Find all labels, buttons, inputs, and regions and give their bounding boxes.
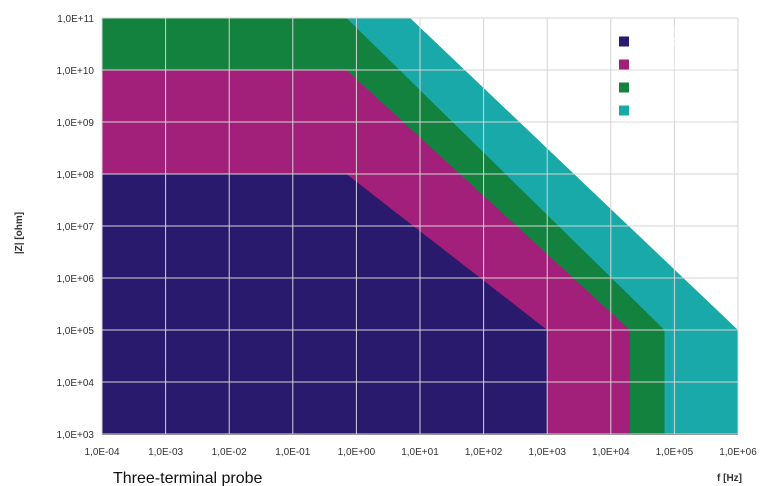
x-axis-label: f [Hz] <box>717 473 742 484</box>
x-tick-label-9: 1,0E+05 <box>656 447 694 458</box>
x-tick-labels: 1,0E-04 1,0E-03 1,0E-02 1,0E-01 1,0E+00 1,0E+… <box>84 447 757 458</box>
y-tick-label-5: 1,0E+08 <box>56 170 94 181</box>
y-tick-label-1: 1,0E+04 <box>56 378 94 389</box>
x-tick-label-6: 1,0E+02 <box>465 447 503 458</box>
legend-swatch-3 <box>619 105 629 116</box>
x-tick-label-7: 1,0E+03 <box>528 447 566 458</box>
y-tick-labels: 1,0E+03 1,0E+04 1,0E+05 1,0E+06 1,0E+07 1,0E+… <box>56 14 94 441</box>
y-tick-label-6: 1,0E+09 <box>56 118 94 129</box>
legend-label-2: 1% 0.5° <box>633 83 672 95</box>
y-tick-label-4: 1,0E+07 <box>56 222 94 233</box>
legend-swatch-0 <box>619 36 629 47</box>
x-tick-label-5: 1,0E+01 <box>401 447 439 458</box>
x-tick-label-2: 1,0E-02 <box>212 447 247 458</box>
x-tick-label-3: 1,0E-01 <box>275 447 310 458</box>
region-series-3 <box>102 174 548 434</box>
legend-label-1: 0.2% 0.1° <box>633 60 681 72</box>
legend-swatch-1 <box>619 59 629 70</box>
x-tick-label-4: 1,0E+00 <box>338 447 376 458</box>
y-tick-label-3: 1,0E+06 <box>56 274 94 285</box>
legend: 0.1% 0.01° 0.2% 0.1° 1% 0.5° 10% 10° <box>613 26 733 122</box>
legend-label-3: 10% 10° <box>633 106 675 118</box>
chart-caption: Three-terminal probe <box>113 470 263 486</box>
x-tick-label-0: 1,0E-04 <box>84 447 119 458</box>
legend-box <box>613 26 733 122</box>
x-tick-label-8: 1,0E+04 <box>592 447 630 458</box>
y-tick-label-7: 1,0E+10 <box>56 66 94 77</box>
y-axis-label: |Z| [ohm] <box>14 212 25 254</box>
x-tick-label-10: 1,0E+06 <box>719 447 757 458</box>
y-tick-label-2: 1,0E+05 <box>56 326 94 337</box>
y-tick-label-8: 1,0E+11 <box>57 14 94 25</box>
legend-label-0: 0.1% 0.01° <box>633 37 687 49</box>
y-tick-label-0: 1,0E+03 <box>56 430 94 441</box>
legend-swatch-2 <box>619 82 629 93</box>
grid-lines <box>101 17 739 435</box>
x-tick-label-1: 1,0E-03 <box>148 447 183 458</box>
